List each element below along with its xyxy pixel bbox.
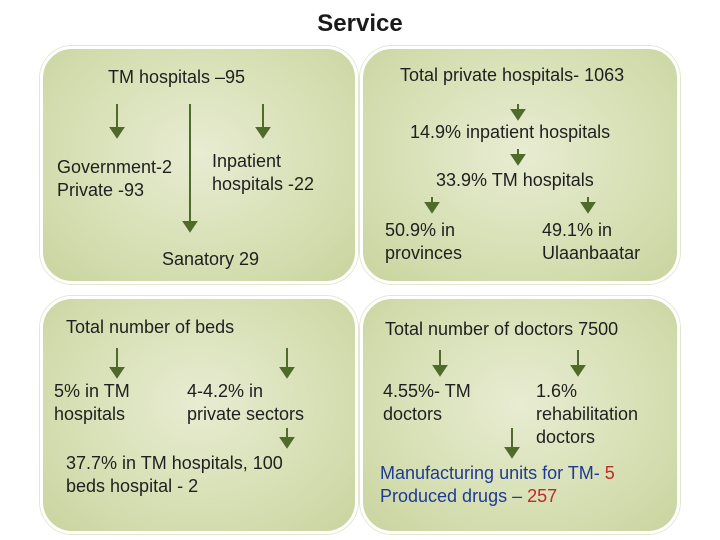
manufacturing-units-value: 5 (604, 463, 615, 483)
beds-private-label-line1: 4-4.2% in (187, 381, 264, 401)
tm-hospitals-header: TM hospitals –95 (108, 67, 246, 87)
beds-header: Total number of beds (66, 317, 235, 337)
ulaanbaatar-label-line1: 49.1% in (542, 220, 613, 240)
page-title: Service (317, 10, 403, 37)
rehab-doctors-line3: doctors (536, 427, 596, 447)
government-label: Government-2 (57, 157, 173, 177)
manufacturing-units-line: Manufacturing units for TM- 5 (380, 462, 615, 485)
provinces-label-line2: provinces (385, 243, 463, 263)
doctors-panel (360, 296, 680, 534)
beds-detail-line1: 37.7% in TM hospitals, 100 (66, 453, 283, 473)
sanatory-label: Sanatory 29 (162, 249, 260, 269)
manufacturing-units-text: Manufacturing units for TM- (380, 463, 605, 483)
doctors-header: Total number of doctors 7500 (385, 319, 619, 339)
private-label: Private -93 (57, 180, 145, 200)
tm-doctors-line2: doctors (383, 404, 443, 424)
private-hospitals-header: Total private hospitals- 1063 (400, 65, 625, 85)
inpatient-pct-label: 14.9% inpatient hospitals (410, 122, 611, 142)
produced-drugs-value: 257 (527, 486, 558, 506)
beds-private-label-line2: private sectors (187, 404, 305, 424)
rehab-doctors-line2: rehabilitation (536, 404, 639, 424)
ulaanbaatar-label-line2: Ulaanbaatar (542, 243, 641, 263)
tm-hospitals-panel (40, 46, 358, 284)
beds-tm-label-line2: hospitals (54, 404, 126, 424)
rehab-doctors-line1: 1.6% (536, 381, 578, 401)
produced-drugs-text: Produced drugs – (380, 486, 528, 506)
inpatient-label-line2: hospitals -22 (212, 174, 315, 194)
beds-panel (40, 296, 358, 534)
beds-tm-label-line1: 5% in TM (54, 381, 130, 401)
tm-pct-label: 33.9% TM hospitals (436, 170, 594, 190)
provinces-label-line1: 50.9% in (385, 220, 456, 240)
tm-doctors-line1: 4.55%- TM (383, 381, 471, 401)
beds-detail-line2: beds hospital - 2 (66, 476, 199, 496)
produced-drugs-line: Produced drugs – 257 (380, 485, 557, 508)
inpatient-label-line1: Inpatient (212, 151, 282, 171)
